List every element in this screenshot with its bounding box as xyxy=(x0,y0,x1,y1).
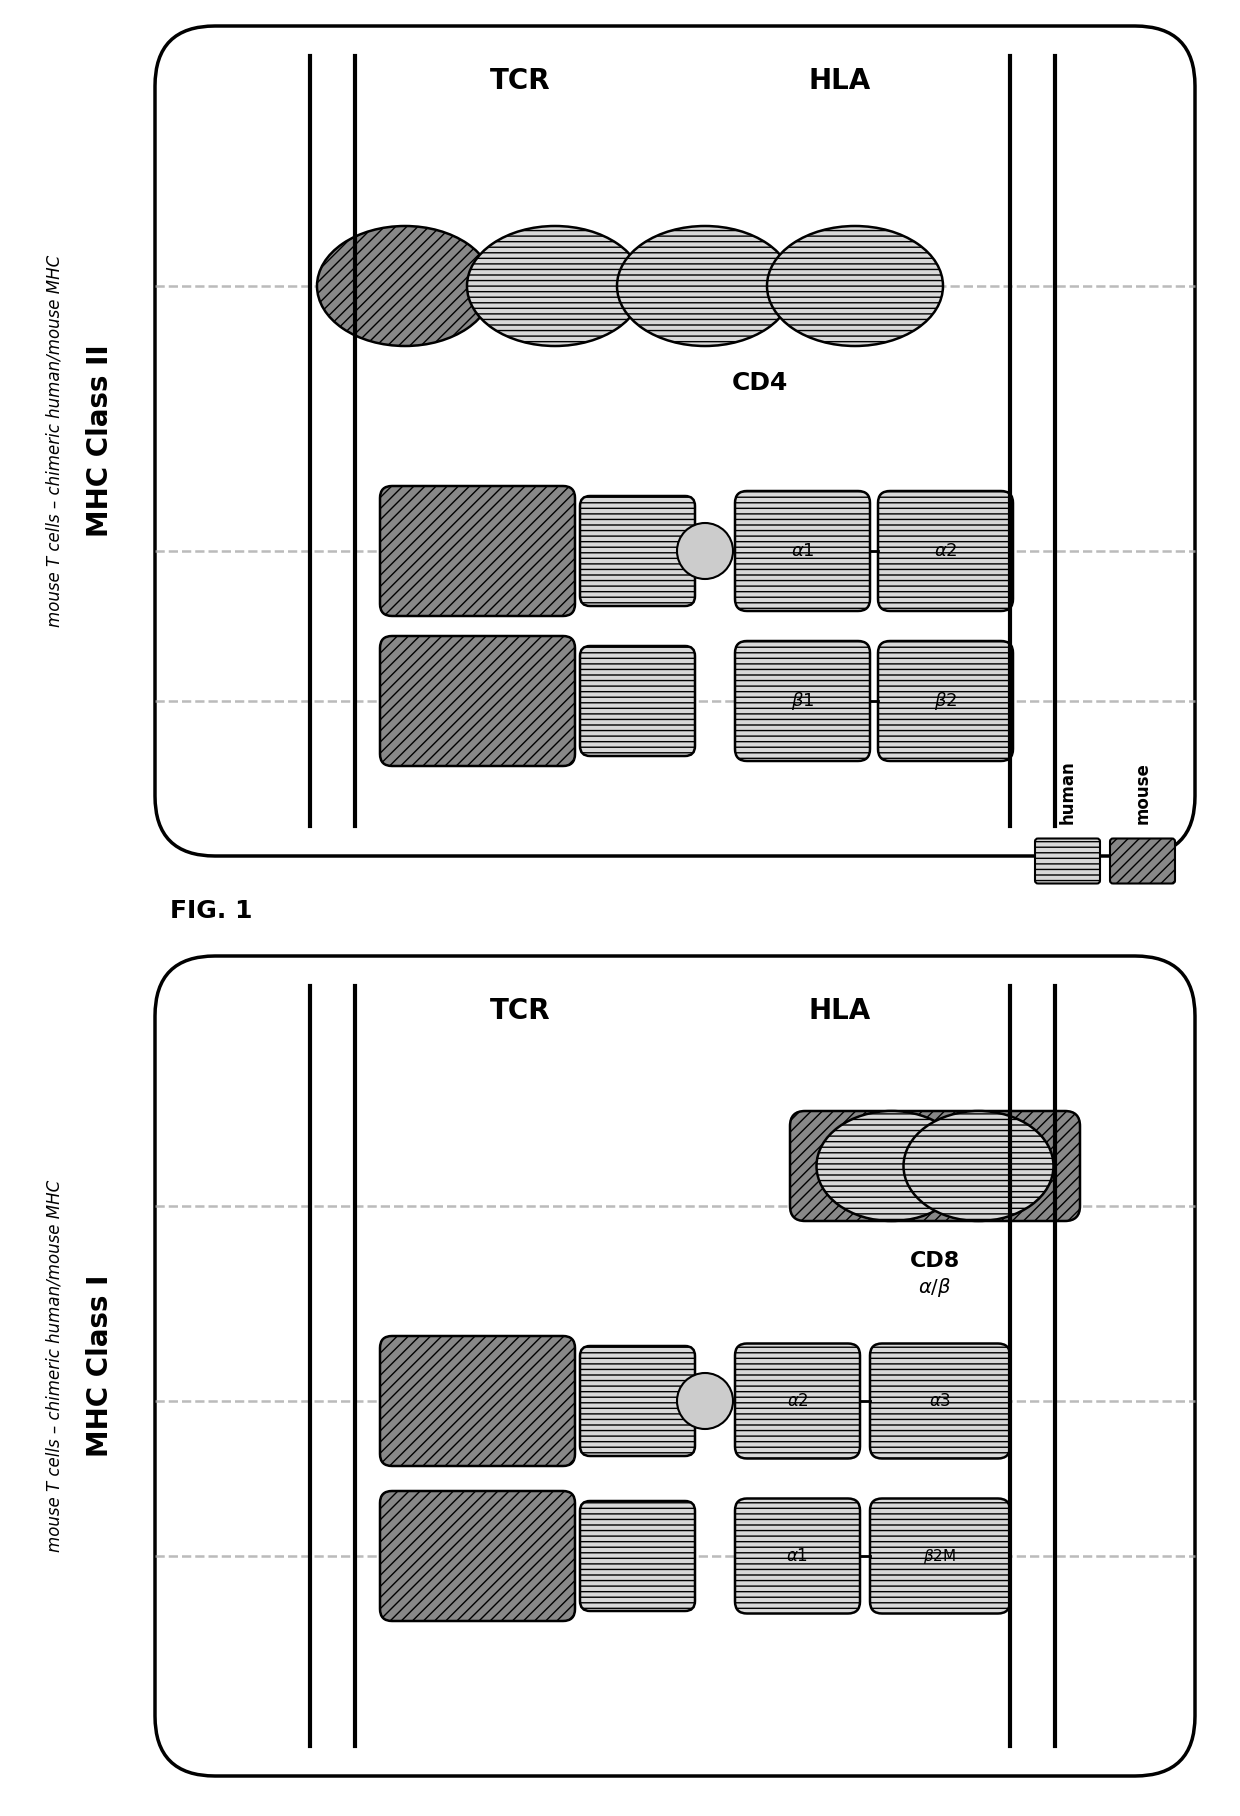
Text: MHC Class I: MHC Class I xyxy=(86,1275,114,1456)
FancyBboxPatch shape xyxy=(580,646,694,755)
Text: HLA: HLA xyxy=(808,67,872,94)
FancyBboxPatch shape xyxy=(790,1111,1080,1220)
FancyBboxPatch shape xyxy=(580,1346,694,1456)
FancyBboxPatch shape xyxy=(878,641,1013,761)
Ellipse shape xyxy=(467,225,644,347)
FancyBboxPatch shape xyxy=(870,1498,1011,1613)
Text: $\beta$2M: $\beta$2M xyxy=(924,1547,956,1565)
FancyBboxPatch shape xyxy=(1110,839,1176,884)
Text: mouse T cells – chimeric human/mouse MHC: mouse T cells – chimeric human/mouse MHC xyxy=(46,1180,64,1553)
Text: TCR: TCR xyxy=(490,997,551,1024)
Text: $\alpha$3: $\alpha$3 xyxy=(929,1393,951,1409)
Text: $\beta$1: $\beta$1 xyxy=(791,690,815,712)
Ellipse shape xyxy=(677,1373,733,1429)
FancyBboxPatch shape xyxy=(155,25,1195,855)
Ellipse shape xyxy=(677,523,733,579)
Text: $\alpha/\beta$: $\alpha/\beta$ xyxy=(919,1277,951,1298)
FancyBboxPatch shape xyxy=(379,1337,575,1466)
Text: $\alpha$1: $\alpha$1 xyxy=(786,1547,808,1565)
Text: MHC Class II: MHC Class II xyxy=(86,345,114,538)
Text: mouse T cells – chimeric human/mouse MHC: mouse T cells – chimeric human/mouse MHC xyxy=(46,254,64,627)
Text: HLA: HLA xyxy=(808,997,872,1024)
Ellipse shape xyxy=(317,225,494,347)
Text: human: human xyxy=(1059,759,1076,823)
FancyBboxPatch shape xyxy=(155,955,1195,1776)
FancyBboxPatch shape xyxy=(379,636,575,766)
Ellipse shape xyxy=(816,1111,966,1220)
Ellipse shape xyxy=(618,225,794,347)
Text: FIG. 1: FIG. 1 xyxy=(170,899,253,923)
Text: CD8: CD8 xyxy=(910,1251,960,1271)
Text: TCR: TCR xyxy=(490,67,551,94)
Text: CD4: CD4 xyxy=(732,370,789,396)
FancyBboxPatch shape xyxy=(580,1502,694,1611)
FancyBboxPatch shape xyxy=(735,1498,861,1613)
FancyBboxPatch shape xyxy=(735,1344,861,1458)
FancyBboxPatch shape xyxy=(1035,839,1100,884)
Ellipse shape xyxy=(904,1111,1054,1220)
FancyBboxPatch shape xyxy=(379,487,575,616)
FancyBboxPatch shape xyxy=(735,641,870,761)
FancyBboxPatch shape xyxy=(580,496,694,607)
Ellipse shape xyxy=(768,225,942,347)
Text: $\alpha$1: $\alpha$1 xyxy=(791,541,815,559)
FancyBboxPatch shape xyxy=(379,1491,575,1622)
FancyBboxPatch shape xyxy=(870,1344,1011,1458)
Text: $\alpha$2: $\alpha$2 xyxy=(934,541,957,559)
Text: mouse: mouse xyxy=(1133,761,1152,823)
FancyBboxPatch shape xyxy=(878,490,1013,610)
FancyBboxPatch shape xyxy=(735,490,870,610)
Text: $\alpha$2: $\alpha$2 xyxy=(786,1393,808,1409)
Text: $\beta$2: $\beta$2 xyxy=(934,690,957,712)
